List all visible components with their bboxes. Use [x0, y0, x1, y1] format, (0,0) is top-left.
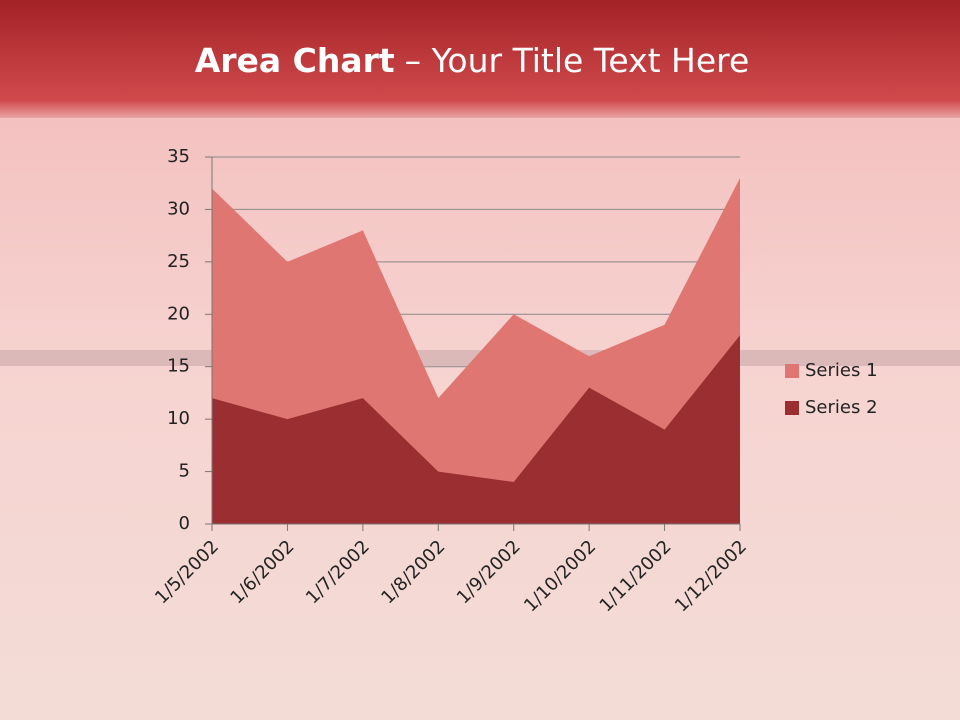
y-tick-label: 0 — [179, 513, 190, 534]
legend-label: Series 1 — [805, 360, 878, 381]
slide-title: Area Chart – Your Title Text Here — [195, 41, 750, 80]
legend-swatch — [785, 401, 799, 415]
title-bold: Area Chart — [195, 41, 395, 80]
y-tick-label: 25 — [167, 251, 190, 272]
y-tick-label: 15 — [167, 356, 190, 377]
y-tick-label: 20 — [167, 303, 190, 324]
header-band — [0, 0, 960, 118]
title-rest: – Your Title Text Here — [405, 41, 750, 80]
y-tick-label: 5 — [179, 461, 190, 482]
y-tick-label: 35 — [167, 146, 190, 167]
y-tick-label: 30 — [167, 198, 190, 219]
legend-swatch — [785, 364, 799, 378]
y-tick-label: 10 — [167, 408, 190, 429]
legend-label: Series 2 — [805, 397, 878, 418]
area — [212, 335, 740, 524]
